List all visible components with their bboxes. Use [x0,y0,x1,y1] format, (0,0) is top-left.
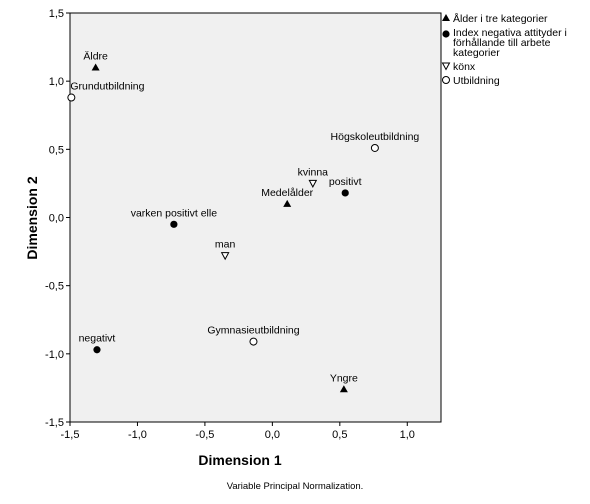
data-points: Äldre Medelålder Yngre varken positivt elle… [67,51,420,393]
legend-marker [442,30,450,38]
y-tick-label: 1,0 [49,76,64,88]
y-tick-label: -1,0 [45,349,64,361]
data-point-label: Grundutbildning [70,81,144,93]
x-axis: -1,5 -1,0 -0,5 0,0 0,5 1,0 [61,422,415,441]
legend-marker [442,14,450,21]
data-point [339,385,348,393]
data-point-label: kvinna [298,166,329,178]
legend-marker [442,76,450,84]
data-point [308,179,318,188]
y-tick-label: 0,0 [49,213,64,225]
plot-area [69,12,442,423]
data-point [93,346,101,354]
legend-label: könx [453,61,476,73]
x-axis-title: Dimension 1 [198,452,281,468]
data-point [283,199,292,207]
x-tick-label: -0,5 [195,429,214,441]
legend-label: Index negativa attityder i förhållande ti… [453,27,567,59]
legend-label: Ålder i tre kategorier [453,12,548,25]
data-point [341,189,349,197]
data-point [370,143,379,152]
x-tick-label: 1,0 [400,429,415,441]
data-point-label: Medelålder [261,187,313,199]
data-point [220,252,230,261]
data-point-label: man [215,239,236,251]
footnote: Variable Principal Normalization. [227,481,364,492]
y-axis: 1,5 1,0 0,5 0,0 -0,5 -1,0 -1,5 [45,8,70,429]
legend: Ålder i tre kategorier Index negativa att… [441,12,567,87]
data-point-label: Gymnasieutbildning [207,325,299,337]
y-tick-label: 0,5 [49,144,64,156]
data-point-label: varken positivt elle [131,207,218,219]
data-point-label: Högskoleutbildning [331,131,420,143]
x-tick-label: 0,0 [265,429,280,441]
y-tick-label: -1,5 [45,417,64,429]
data-point-label: negativt [79,333,116,345]
x-tick-label: 0,5 [332,429,347,441]
x-tick-label: -1,0 [128,429,147,441]
data-point [91,63,100,71]
y-tick-label: 1,5 [49,8,64,20]
data-point-label: Yngre [330,372,358,384]
data-point-label: positivt [329,176,362,188]
x-tick-label: -1,5 [61,429,80,441]
y-tick-label: -0,5 [45,281,64,293]
data-point-label: Äldre [83,51,108,63]
legend-marker [441,62,451,71]
y-axis-title: Dimension 2 [24,176,40,259]
data-point [170,220,178,228]
legend-label: Utbildning [453,75,500,87]
data-point [249,337,258,346]
data-point [67,93,76,102]
